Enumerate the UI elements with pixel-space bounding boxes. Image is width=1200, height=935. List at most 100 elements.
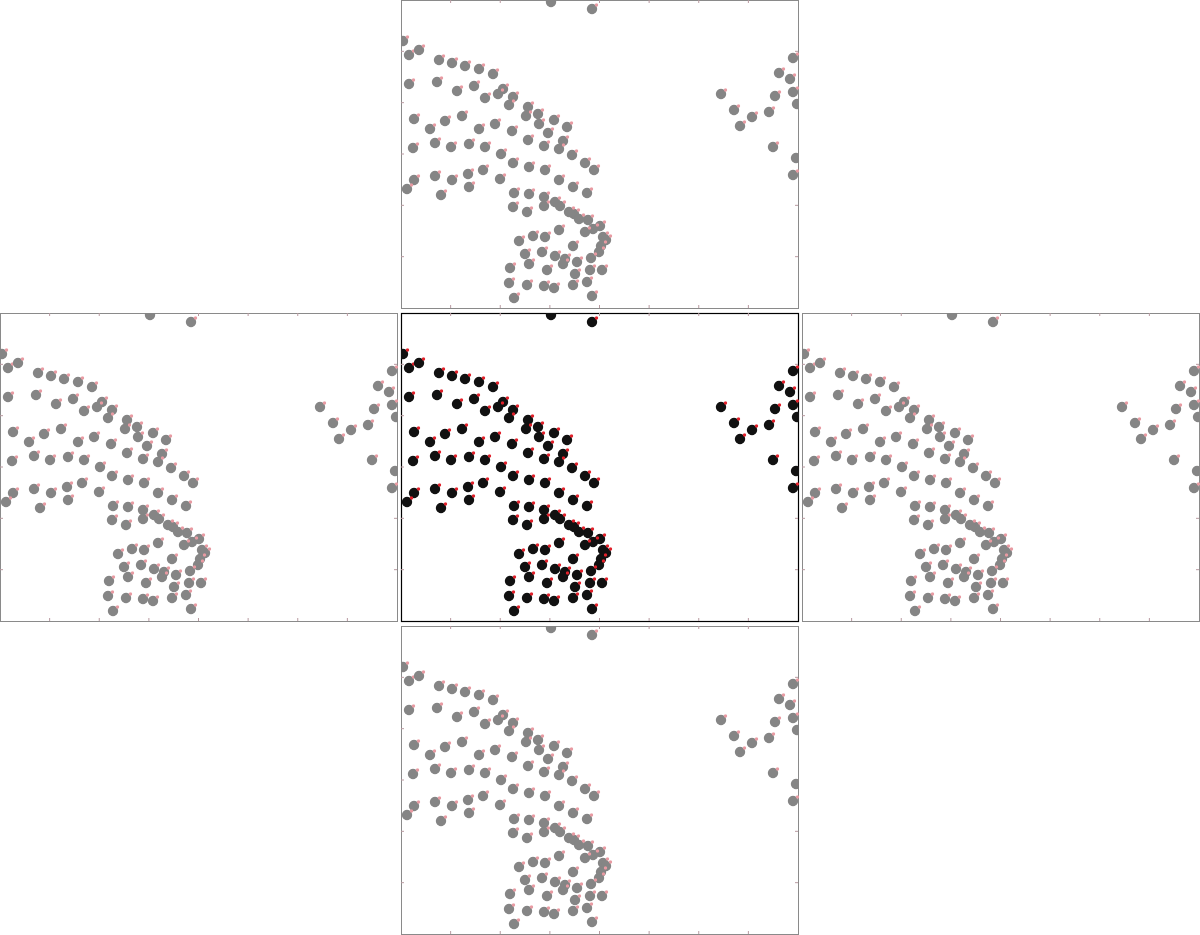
particle-image: [162, 519, 174, 531]
particle-image: [7, 487, 19, 499]
orientation-marker: [798, 466, 799, 468]
particle-image: [563, 206, 575, 218]
particle-image: [538, 906, 550, 918]
orientation-marker: [453, 767, 458, 771]
particle: [504, 575, 516, 587]
orientation-marker: [134, 543, 139, 547]
particle-image: [587, 223, 599, 235]
orientation-marker: [464, 736, 469, 740]
orientation-marker: [995, 603, 1000, 607]
particle-image: [333, 433, 345, 445]
orientation-marker: [20, 357, 25, 361]
particle-image: [939, 513, 951, 525]
orientation-marker: [775, 767, 780, 771]
particle-image: [137, 513, 149, 525]
particle: [456, 423, 468, 435]
orientation-marker: [441, 54, 446, 58]
particle: [586, 603, 598, 615]
orientation-marker: [865, 423, 870, 427]
particle-image: [473, 63, 485, 75]
particle-image: [489, 744, 501, 756]
particle-image: [433, 54, 445, 66]
particle: [523, 501, 535, 513]
particle-image: [549, 196, 561, 208]
orientation-marker: [546, 200, 551, 204]
particle-image: [446, 57, 458, 69]
orientation-marker: [966, 571, 971, 575]
particle-image: [553, 143, 565, 155]
particle: [445, 454, 457, 466]
orientation-marker: [995, 316, 1000, 320]
particle-image: [523, 258, 535, 270]
particle-image: [549, 250, 561, 262]
particle-image: [573, 839, 585, 851]
orientation-marker: [409, 496, 414, 500]
particle-image: [407, 142, 419, 154]
orientation-marker: [991, 527, 996, 531]
particle: [523, 474, 535, 486]
orientation-marker: [69, 481, 74, 485]
orientation-marker: [527, 874, 532, 878]
orientation-marker: [173, 462, 178, 466]
particle: [473, 436, 485, 448]
particle-image: [148, 563, 160, 575]
particle-image: [401, 809, 413, 821]
orientation-marker: [898, 431, 903, 435]
orientation-marker: [575, 592, 580, 596]
particle-image: [507, 157, 519, 169]
particle-image: [345, 424, 357, 436]
orientation-marker: [546, 280, 551, 284]
particle-image: [538, 766, 550, 778]
particle: [429, 450, 441, 462]
orientation-marker: [546, 513, 551, 517]
particle-image: [521, 206, 533, 218]
particle: [507, 404, 519, 416]
orientation-marker: [416, 113, 421, 117]
orientation-marker: [140, 431, 145, 435]
orientation-marker: [723, 88, 728, 92]
orientation-marker: [202, 553, 207, 557]
orientation-marker: [579, 569, 584, 573]
particle: [581, 589, 593, 601]
particle-image: [479, 767, 491, 779]
orientation-marker: [415, 455, 420, 459]
particle-image: [579, 852, 591, 864]
particle-image: [888, 381, 900, 393]
orientation-marker: [777, 90, 782, 94]
particle-image: [401, 183, 413, 195]
orientation-marker: [972, 519, 977, 523]
particle-image: [840, 428, 852, 440]
particle: [767, 454, 779, 466]
orientation-marker: [916, 470, 921, 474]
particle-image: [314, 401, 326, 413]
orientation-marker: [561, 537, 566, 541]
orientation-marker: [80, 376, 85, 380]
particle-image: [122, 474, 134, 486]
particle: [492, 401, 504, 413]
orientation-marker: [932, 501, 937, 505]
particle-image: [508, 292, 520, 304]
orientation-marker: [594, 603, 599, 607]
particle-image: [522, 134, 534, 146]
particle-image: [413, 44, 425, 56]
orientation-marker: [546, 593, 551, 597]
particle-image: [549, 822, 561, 834]
orientation-marker: [530, 134, 535, 138]
orientation-marker: [557, 196, 562, 200]
panel-periodic-image-right: [802, 313, 1200, 622]
orientation-marker: [194, 536, 199, 540]
orientation-marker: [575, 553, 580, 557]
orientation-marker: [781, 693, 786, 697]
orientation-marker: [945, 559, 950, 563]
orientation-marker: [962, 456, 967, 460]
orientation-marker: [471, 138, 476, 142]
particle-image: [527, 230, 539, 242]
orientation-marker: [577, 894, 582, 898]
particle: [522, 414, 534, 426]
orientation-marker: [120, 548, 125, 552]
orientation-marker: [516, 605, 521, 609]
particle-image: [809, 487, 821, 499]
particle-image: [548, 908, 560, 920]
particle-image: [504, 262, 516, 274]
particle: [769, 403, 781, 415]
